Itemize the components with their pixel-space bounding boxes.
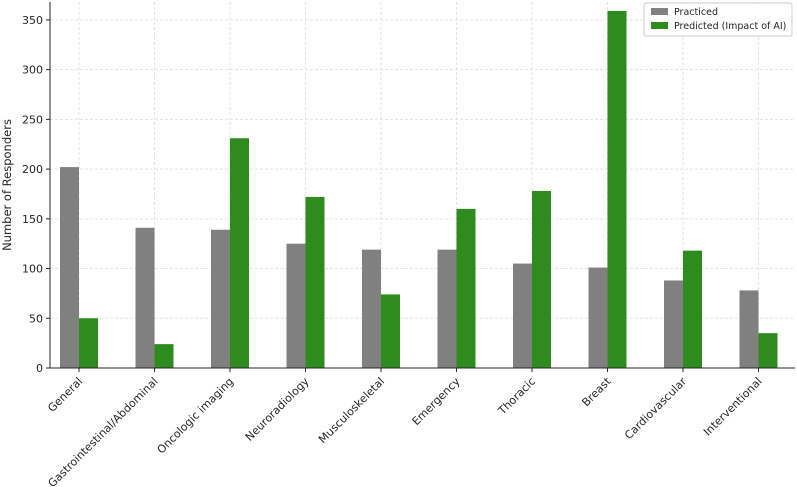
y-tick-label: 50 <box>29 312 43 325</box>
x-tick-label: Interventional <box>701 375 765 439</box>
legend-swatch-predicted <box>651 22 668 29</box>
y-tick-label: 350 <box>22 14 43 27</box>
y-tick-label: 200 <box>22 163 43 176</box>
y-tick-label: 100 <box>22 263 43 276</box>
legend-swatch-practiced <box>651 8 668 15</box>
axes <box>49 2 795 369</box>
x-tick-label: Neuroradiology <box>243 375 312 444</box>
bar-predicted-6 <box>532 190 551 368</box>
bar-practiced-7 <box>588 267 608 368</box>
bar-practiced-4 <box>362 249 381 368</box>
bar-predicted-4 <box>381 294 400 368</box>
x-tick-label: Musculoskeletal <box>316 375 387 446</box>
x-tick-label: Oncologic imaging <box>155 375 237 457</box>
bar-predicted-0 <box>79 318 98 368</box>
bar-predicted-9 <box>758 333 778 368</box>
bar-practiced-3 <box>286 243 306 368</box>
bar-practiced-9 <box>739 290 759 368</box>
bar-practiced-2 <box>211 229 230 368</box>
bar-practiced-1 <box>135 227 155 368</box>
legend-label-practiced: Practiced <box>674 7 718 18</box>
bar-predicted-2 <box>230 138 249 368</box>
bar-predicted-8 <box>683 250 702 368</box>
y-ticks: 0 50 100 150 200 250 300 350 <box>22 14 50 375</box>
y-tick-label: 150 <box>22 213 43 226</box>
y-tick-label: 250 <box>22 113 43 126</box>
bar-practiced-8 <box>664 280 683 368</box>
x-tick-label: Emergency <box>410 375 463 428</box>
bar-practiced-6 <box>513 263 532 368</box>
legend-box <box>643 2 793 37</box>
x-ticks: GeneralGastrointestinal/AbdominalOncolog… <box>45 368 765 487</box>
y-axis-title: Number of Responders <box>0 119 14 251</box>
bars <box>60 10 778 369</box>
x-tick-label: Breast <box>579 374 614 409</box>
x-tick-label: General <box>45 375 85 415</box>
legend: Practiced Predicted (Impact of AI) <box>643 2 793 37</box>
bar-predicted-5 <box>456 208 476 368</box>
y-tick-label: 0 <box>36 362 43 375</box>
x-tick-label: Thoracic <box>495 375 538 418</box>
bar-predicted-1 <box>154 344 174 368</box>
bar-predicted-3 <box>305 196 325 368</box>
bar-practiced-5 <box>437 249 457 368</box>
legend-label-predicted: Predicted (Impact of AI) <box>674 21 786 32</box>
y-tick-label: 300 <box>22 64 43 77</box>
bar-predicted-7 <box>607 10 627 369</box>
x-tick-label: Cardiovascular <box>622 375 689 442</box>
bar-practiced-0 <box>60 167 79 368</box>
